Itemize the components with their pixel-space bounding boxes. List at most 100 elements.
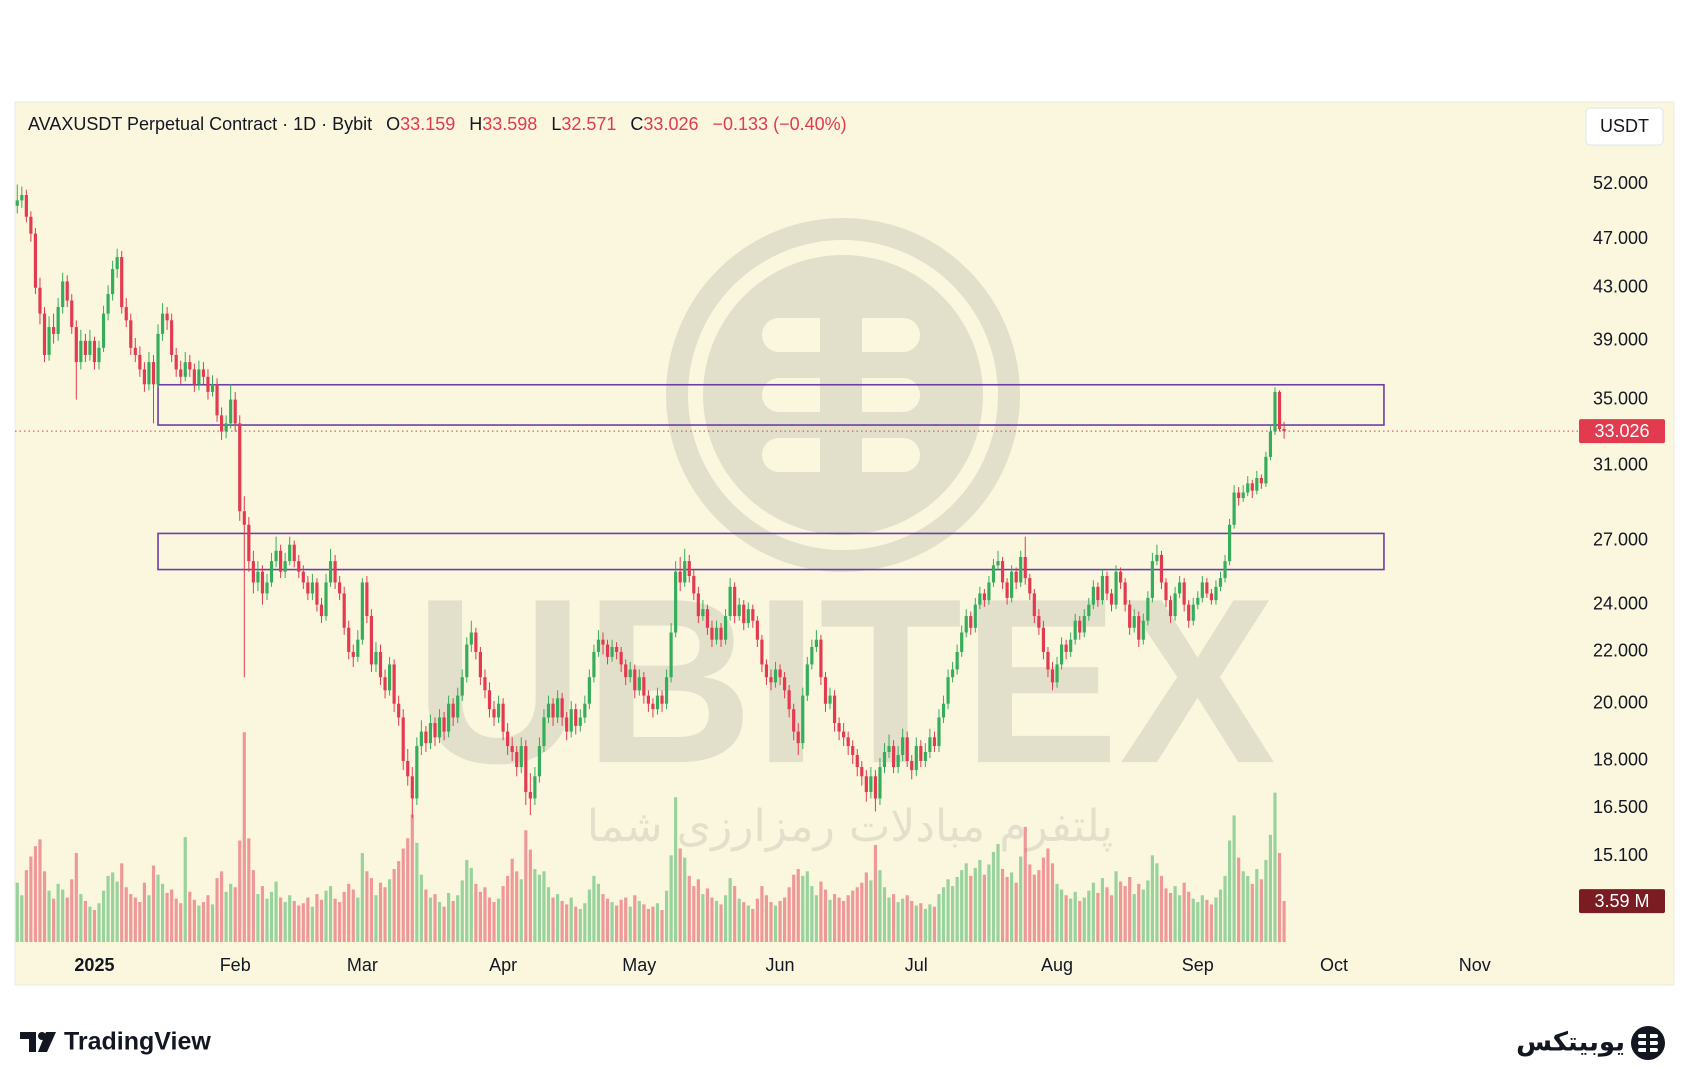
volume-bar bbox=[61, 889, 65, 942]
candle-body bbox=[1173, 593, 1177, 617]
candle-body bbox=[1059, 644, 1064, 665]
volume-bar bbox=[683, 857, 687, 942]
volume-bar bbox=[369, 878, 374, 942]
candle-body bbox=[923, 751, 927, 761]
watermark-brand: UBITEX bbox=[414, 549, 1276, 812]
logo-shape bbox=[38, 1032, 56, 1052]
candle-body bbox=[88, 340, 92, 355]
volume-bar bbox=[1182, 882, 1186, 942]
volume-bar bbox=[601, 894, 605, 942]
volume-bar bbox=[1223, 875, 1227, 942]
volume-bar bbox=[537, 874, 542, 942]
volume-bar bbox=[283, 902, 287, 942]
candle-body bbox=[1037, 616, 1041, 628]
candle-body bbox=[347, 627, 351, 652]
y-tick-label: 20.000 bbox=[1593, 692, 1648, 712]
volume-bar bbox=[669, 855, 673, 942]
volume-bar bbox=[233, 887, 237, 942]
candle-body bbox=[601, 639, 605, 645]
candle-body bbox=[1191, 604, 1195, 621]
volume-bar bbox=[106, 875, 110, 942]
candle-body bbox=[819, 639, 823, 678]
brand-text: یوبیتکس bbox=[1516, 1028, 1625, 1058]
candle-body bbox=[428, 723, 433, 744]
volume-bar bbox=[397, 861, 401, 942]
candle-body bbox=[142, 369, 146, 385]
watermark-disc bbox=[703, 255, 983, 535]
candle-body bbox=[1055, 664, 1059, 683]
volume-bar bbox=[878, 870, 882, 942]
candle-body bbox=[696, 593, 700, 617]
volume-bar bbox=[737, 898, 741, 942]
volume-bar bbox=[238, 840, 242, 942]
volume-bar bbox=[174, 898, 178, 942]
y-tick-label: 47.000 bbox=[1593, 228, 1648, 248]
volume-bar bbox=[574, 906, 578, 942]
volume-bar bbox=[692, 886, 696, 942]
candle-body bbox=[946, 677, 950, 704]
volume-bar bbox=[42, 871, 47, 942]
candle-body bbox=[342, 593, 346, 628]
volume-bar bbox=[1087, 890, 1091, 942]
candle-body bbox=[519, 746, 523, 768]
x-tick-label: Jul bbox=[905, 955, 928, 975]
candle-body bbox=[315, 582, 319, 605]
currency-label[interactable]: USDT bbox=[1600, 116, 1649, 136]
volume-bar bbox=[1037, 870, 1041, 942]
candle-body bbox=[1100, 575, 1105, 601]
candle-body bbox=[1268, 431, 1273, 457]
candle-body bbox=[1264, 456, 1268, 484]
volume-bar bbox=[519, 879, 523, 942]
candle-body bbox=[174, 354, 178, 370]
volume-bar bbox=[401, 848, 405, 942]
symbol: AVAXUSDT Perpetual Contract · 1D · Bybit bbox=[28, 114, 373, 134]
candle-body bbox=[687, 561, 691, 576]
volume-bar bbox=[1273, 792, 1277, 942]
candle-body bbox=[333, 561, 337, 583]
volume-bar bbox=[955, 877, 959, 942]
candle-body bbox=[15, 200, 19, 206]
watermark-logo-bar bbox=[762, 318, 920, 352]
volume-bar bbox=[674, 797, 678, 942]
candle-body bbox=[928, 737, 932, 752]
volume-bar bbox=[760, 886, 764, 942]
volume-bar bbox=[746, 905, 750, 942]
candle-body bbox=[1146, 597, 1150, 621]
volume-bar bbox=[814, 895, 818, 942]
volume-bar bbox=[1155, 863, 1159, 942]
volume-bar bbox=[260, 886, 265, 942]
volume-bar bbox=[742, 902, 746, 942]
volume-bar bbox=[20, 895, 24, 942]
currency-button[interactable] bbox=[1585, 107, 1664, 146]
candle-body bbox=[565, 717, 569, 732]
candle-body bbox=[179, 369, 183, 377]
brand-icon-gap bbox=[1646, 1032, 1650, 1054]
volume-bar bbox=[946, 879, 950, 942]
axes: 52.000 47.000 43.000 39.000 35.000 31.000 27.0… bbox=[74, 173, 1665, 975]
watermark-tagline: پلتفرم مبادلات رمزارزی شما bbox=[587, 801, 1113, 852]
volume-bar bbox=[932, 906, 937, 942]
volume-bar bbox=[565, 904, 569, 942]
candle-body bbox=[1164, 582, 1168, 601]
legend-header: AVAXUSDT Perpetual Contract · 1D · Bybit… bbox=[28, 114, 847, 135]
volume-bar bbox=[705, 888, 710, 942]
volume-bar bbox=[1246, 875, 1250, 942]
candle-body bbox=[360, 582, 364, 640]
candle-body bbox=[496, 703, 501, 718]
volume-bar bbox=[192, 899, 196, 942]
volume-bar bbox=[533, 869, 537, 942]
volume-bar bbox=[156, 874, 160, 942]
volume-bar bbox=[265, 898, 269, 942]
candle-body bbox=[1273, 391, 1277, 432]
volume-bar bbox=[315, 894, 319, 942]
volume-bar bbox=[555, 894, 560, 942]
candle-body bbox=[955, 651, 959, 670]
candle-body bbox=[742, 604, 746, 624]
candle-body bbox=[860, 767, 864, 777]
volume-bar bbox=[378, 882, 383, 942]
volume-bar bbox=[242, 732, 246, 942]
volume-bar bbox=[442, 906, 446, 942]
candle-body bbox=[492, 709, 496, 718]
candle-body bbox=[401, 717, 405, 761]
volume-bar bbox=[338, 902, 342, 942]
